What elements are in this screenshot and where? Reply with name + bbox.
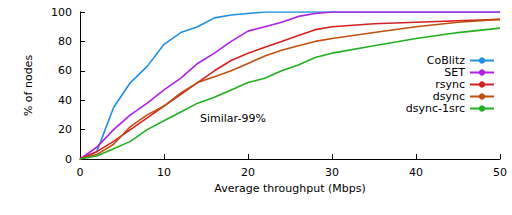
svg-text:40: 40: [409, 166, 423, 179]
svg-text:CoBlitz: CoBlitz: [426, 54, 465, 67]
svg-text:20: 20: [58, 123, 72, 136]
svg-text:dsync-1src: dsync-1src: [406, 102, 465, 115]
svg-text:10: 10: [157, 166, 171, 179]
svg-text:50: 50: [493, 166, 507, 179]
svg-text:Average throughput (Mbps): Average throughput (Mbps): [214, 182, 365, 195]
svg-text:60: 60: [58, 64, 72, 77]
svg-text:0: 0: [65, 153, 72, 166]
svg-text:0: 0: [77, 166, 84, 179]
svg-text:dsync: dsync: [432, 90, 465, 103]
svg-text:80: 80: [58, 35, 72, 48]
svg-text:20: 20: [241, 166, 255, 179]
svg-text:100: 100: [51, 6, 72, 19]
svg-text:Similar-99%: Similar-99%: [200, 112, 266, 125]
svg-text:40: 40: [58, 94, 72, 107]
svg-text:30: 30: [325, 166, 339, 179]
svg-text:rsync: rsync: [435, 78, 465, 91]
svg-text:SET: SET: [444, 66, 465, 79]
svg-text:% of nodes: % of nodes: [22, 55, 35, 116]
